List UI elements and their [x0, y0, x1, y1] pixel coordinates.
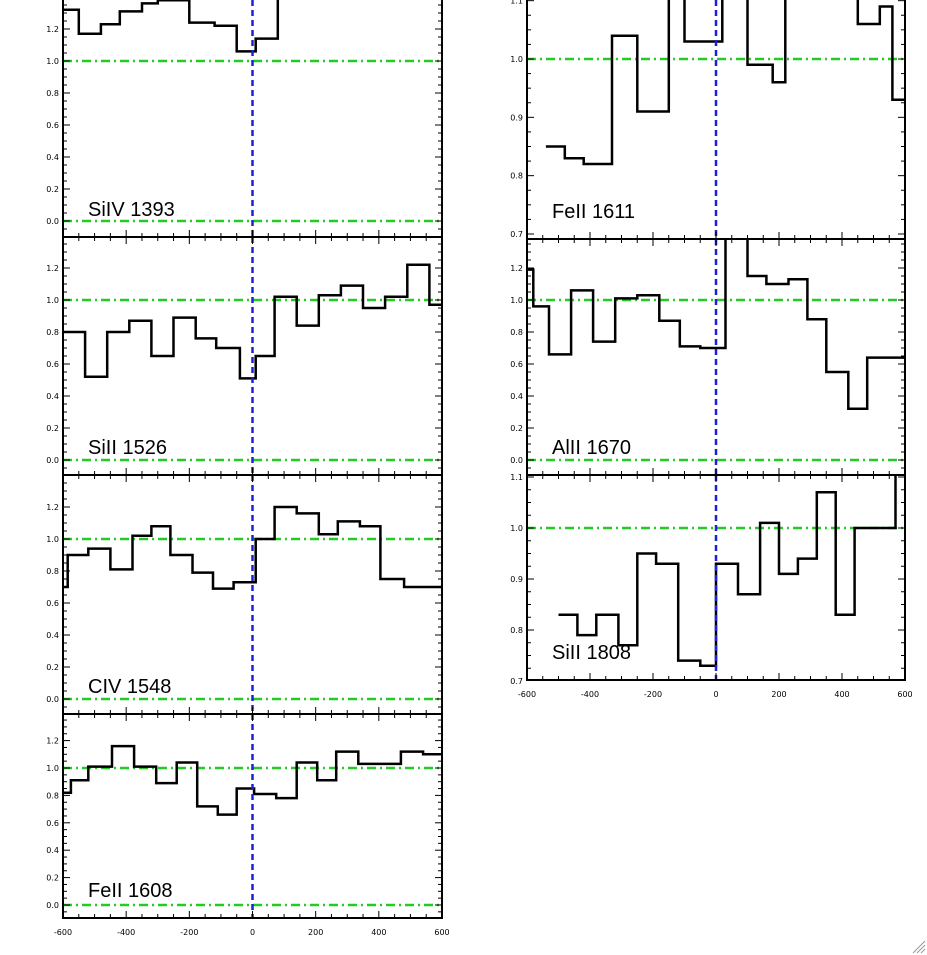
panel-label-feii-1608: FeII 1608 — [88, 880, 173, 902]
y-tick-label: 0.8 — [46, 328, 59, 337]
panel-siiv-1393: 0.0 0.2 0.4 0.6 0.8 1.0 1.2 SiIV 1393 — [46, 0, 443, 238]
y-tick-label: 0.6 — [46, 819, 59, 828]
flux-series-siii-1526 — [63, 263, 442, 380]
y-tick-label: 0.9 — [510, 113, 523, 122]
y-tick-label: 1.1 — [510, 473, 523, 482]
x-tick-label: -600 — [518, 690, 536, 699]
y-tick-label: 0.8 — [510, 626, 523, 635]
y-tick-label: 0.4 — [46, 631, 59, 640]
y-tick-label: 0.0 — [46, 456, 59, 465]
y-tick-label: 0.0 — [46, 901, 59, 910]
y-tick-label: 1.0 — [46, 535, 59, 544]
x-tick-label: -200 — [180, 928, 198, 937]
y-tick-label: 0.8 — [46, 567, 59, 576]
y-tick-label: 0.2 — [46, 185, 59, 194]
panel-label-siii-1808: SiII 1808 — [552, 642, 631, 664]
flux-series-feii-1608 — [63, 744, 442, 816]
y-tick-label: 0.8 — [510, 328, 523, 337]
panel-plot-area — [63, 0, 442, 237]
window-resize-grip[interactable] — [912, 940, 926, 954]
y-tick-label: 1.0 — [46, 57, 59, 66]
y-tick-label: 0.8 — [510, 172, 523, 181]
y-tick-label: 0.7 — [510, 677, 523, 686]
x-tick-label: 600 — [434, 928, 449, 937]
y-tick-label: 0.6 — [510, 360, 523, 369]
y-tick-label: 0.9 — [510, 575, 523, 584]
y-tick-label: 0.4 — [510, 392, 523, 401]
y-tick-label: 1.2 — [46, 264, 59, 273]
y-tick-label: 0.4 — [46, 153, 59, 162]
y-tick-label: 0.8 — [46, 791, 59, 800]
y-tick-label: 0.0 — [46, 695, 59, 704]
x-tick-label: 400 — [371, 928, 386, 937]
flux-series-siii-1808 — [558, 475, 897, 667]
panel-feii-1611: 0.7 0.8 0.9 1.0 1.1 FeII 1611 — [510, 0, 906, 240]
y-tick-label: 0.8 — [46, 89, 59, 98]
y-tick-label: 1.0 — [46, 296, 59, 305]
x-tick-label: -400 — [117, 928, 135, 937]
y-tick-label: 1.0 — [510, 524, 523, 533]
y-tick-label: 1.2 — [46, 503, 59, 512]
y-tick-label: 1.1 — [510, 0, 523, 6]
y-tick-label: 0.2 — [46, 874, 59, 883]
y-tick-label: 0.2 — [46, 424, 59, 433]
panel-plot-area — [527, 239, 905, 475]
panel-civ-1548: 0.0 0.2 0.4 0.6 0.8 1.0 1.2 CIV 1548 — [46, 474, 443, 715]
y-tick-label: 0.6 — [46, 360, 59, 369]
x-tick-label: 0 — [250, 928, 255, 937]
flux-series-siiv-1393 — [63, 0, 280, 53]
y-tick-label: 0.6 — [46, 121, 59, 130]
y-tick-label: 0.4 — [46, 846, 59, 855]
y-tick-label: 0.4 — [46, 392, 59, 401]
x-tick-label: -400 — [581, 690, 599, 699]
y-tick-label: 0.0 — [510, 456, 523, 465]
x-tick-label: 600 — [897, 690, 912, 699]
panel-plot-area — [527, 0, 905, 239]
y-tick-label: 1.2 — [510, 264, 523, 273]
panel-plot-area — [63, 714, 442, 918]
flux-series-feii-1611 — [545, 0, 905, 166]
y-tick-label: 0.2 — [46, 663, 59, 672]
flux-series-civ-1548 — [63, 505, 442, 590]
x-tick-label: 0 — [713, 690, 718, 699]
x-tick-label: -600 — [54, 928, 72, 937]
y-tick-label: 1.2 — [46, 25, 59, 34]
x-tick-label: 400 — [834, 690, 849, 699]
y-tick-label: 1.2 — [46, 737, 59, 746]
y-tick-label: 1.0 — [510, 296, 523, 305]
x-tick-label: 200 — [308, 928, 323, 937]
panel-label-siii-1526: SiII 1526 — [88, 437, 167, 459]
flux-series-alii-1670 — [527, 239, 905, 411]
panel-plot-area — [527, 475, 905, 680]
panel-siii-1808: 0.7 0.8 0.9 1.0 1.1 -600 -400 -200 0 200 400 600 SiI… — [510, 473, 912, 699]
panel-label-siiv-1393: SiIV 1393 — [88, 199, 175, 221]
panel-label-civ-1548: CIV 1548 — [88, 676, 171, 698]
x-tick-label: 200 — [771, 690, 786, 699]
panel-plot-area — [63, 237, 442, 475]
panel-label-alii-1670: AlII 1670 — [552, 437, 631, 459]
panel-alii-1670: 0.0 0.2 0.4 0.6 0.8 1.0 1.2 AlII 1670 — [510, 238, 906, 476]
panel-label-feii-1611: FeII 1611 — [552, 201, 635, 223]
panel-feii-1608: 0.0 0.2 0.4 0.6 0.8 1.0 1.2 -600 -400 -200 0 200 400… — [46, 713, 450, 937]
y-tick-label: 0.6 — [46, 599, 59, 608]
panel-siii-1526: 0.0 0.2 0.4 0.6 0.8 1.0 1.2 SiII 1526 — [46, 236, 443, 476]
panel-plot-area — [63, 475, 442, 714]
y-tick-label: 1.0 — [46, 764, 59, 773]
y-tick-label: 1.0 — [510, 55, 523, 64]
y-tick-label: 0.0 — [46, 217, 59, 226]
x-tick-label: -200 — [644, 690, 662, 699]
y-tick-label: 0.2 — [510, 424, 523, 433]
y-tick-label: 0.7 — [510, 230, 523, 239]
